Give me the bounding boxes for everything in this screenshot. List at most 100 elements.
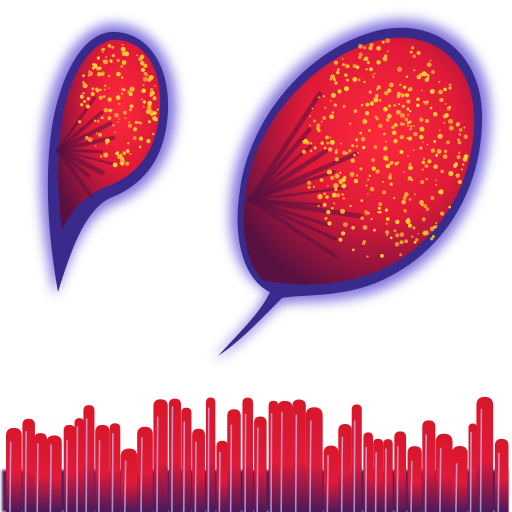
- large-petal-speckle: [404, 117, 409, 122]
- large-petal-speckle: [448, 171, 454, 177]
- grass-blade-highlight: [98, 440, 101, 512]
- large-petal-speckle: [376, 210, 380, 214]
- small-petal-speckle: [103, 84, 107, 88]
- large-petal-speckle: [358, 52, 363, 57]
- small-petal-speckle: [149, 94, 152, 97]
- large-petal-speckle: [446, 106, 451, 111]
- grass-blade: [120, 448, 138, 512]
- large-petal-speckle: [350, 158, 355, 163]
- large-petal-speckle: [416, 74, 422, 80]
- large-petal-speckle: [359, 167, 363, 170]
- small-petal-speckle: [125, 149, 130, 153]
- large-petal-speckle: [324, 106, 327, 109]
- large-petal-speckle: [339, 208, 346, 214]
- large-petal-speckle: [432, 111, 438, 117]
- large-petal-speckle: [341, 57, 344, 60]
- large-petal-speckle: [317, 129, 321, 133]
- large-petal-speckle: [366, 61, 370, 65]
- large-petal-speckle: [386, 113, 392, 119]
- small-petal-speckle: [87, 74, 90, 77]
- small-petal-speckle: [122, 88, 126, 92]
- large-petal-speckle: [435, 222, 438, 224]
- large-petal-speckle: [323, 146, 327, 150]
- large-petal-speckle: [429, 59, 432, 62]
- large-petal-speckle: [393, 229, 397, 233]
- large-petal-speckle: [349, 204, 352, 208]
- large-petal-speckle: [333, 202, 336, 205]
- large-petal-speckle: [371, 158, 375, 162]
- large-petal-speckle: [365, 212, 368, 216]
- grass-blade: [435, 433, 453, 512]
- small-petal-speckle: [107, 116, 112, 121]
- large-petal-speckle: [385, 163, 390, 169]
- large-petal-speckle: [363, 56, 369, 62]
- large-petal-speckle: [406, 107, 410, 111]
- small-petal-speckle: [128, 121, 130, 124]
- small-petal-speckle: [118, 154, 122, 157]
- small-petal-speckle: [128, 92, 133, 97]
- large-petal-speckle: [342, 150, 347, 155]
- small-petal-speckle: [121, 60, 127, 65]
- small-petal-speckle: [96, 120, 100, 123]
- large-petal-speckle: [303, 138, 308, 143]
- grass-blade: [181, 407, 192, 512]
- grass-blade-highlight: [309, 420, 312, 512]
- large-petal-streak: [248, 186, 348, 202]
- large-petal-speckle: [423, 203, 428, 209]
- large-petal-speckle: [399, 134, 404, 140]
- small-petal-speckle: [129, 152, 132, 156]
- large-petal-speckle: [375, 88, 379, 91]
- large-petal-speckle: [429, 89, 435, 94]
- large-petal-speckle: [401, 199, 406, 205]
- small-petal-speckle: [127, 142, 130, 145]
- small-petal-streaks: [55, 96, 116, 199]
- large-petal-speckle: [376, 60, 381, 65]
- large-petal-speckle: [356, 151, 360, 155]
- small-petal-speckle: [141, 88, 146, 94]
- large-petal-speckle: [403, 123, 405, 126]
- large-petal-speckle: [373, 145, 378, 149]
- large-petal-speckle: [416, 103, 420, 108]
- large-petal-speckle: [409, 50, 413, 54]
- large-petal-streak: [248, 169, 336, 202]
- small-petal-speckle: [138, 145, 142, 149]
- small-petal-streak: [56, 148, 103, 154]
- large-petal-speckle: [322, 116, 327, 120]
- large-petal-speckle: [434, 179, 437, 182]
- large-petal-speckle: [406, 113, 410, 117]
- large-petal-speckle: [362, 119, 368, 125]
- large-petal-speckle: [346, 65, 350, 68]
- small-petal-speckle: [98, 95, 103, 100]
- small-petal-speckle: [100, 155, 103, 158]
- large-petal-speckle: [306, 180, 312, 186]
- grass-blade-highlight: [124, 460, 127, 512]
- large-petal-speckle: [463, 126, 466, 129]
- small-petal-speckle: [134, 120, 138, 124]
- large-petal-speckle: [413, 240, 417, 244]
- large-petal-speckle: [391, 125, 395, 129]
- small-petal-speckle: [98, 132, 103, 137]
- large-petal-speckle: [308, 124, 311, 127]
- large-petal-speckle: [319, 178, 324, 183]
- small-petal-speckle: [105, 141, 109, 145]
- large-petal-speckle: [349, 122, 352, 125]
- large-petal-speckle: [446, 140, 450, 145]
- large-petal-speckle: [309, 149, 313, 153]
- large-petal-speckle: [417, 232, 420, 235]
- small-petal-speckle: [152, 132, 155, 136]
- large-petal-speckle: [455, 122, 460, 127]
- large-petal-speckle: [412, 149, 415, 152]
- large-petal-speckle: [400, 122, 404, 126]
- large-petal-speckle: [352, 64, 357, 68]
- large-petal-speckle: [422, 230, 428, 236]
- grass-blade-highlight: [353, 420, 356, 512]
- large-petal-speckle: [336, 71, 340, 75]
- small-petal-speckle: [143, 71, 148, 76]
- grass-blade: [168, 398, 181, 512]
- grass-blade: [422, 420, 436, 512]
- large-petal-speckle: [356, 174, 359, 177]
- large-petal-speckle: [393, 123, 398, 127]
- small-petal-speckle: [142, 100, 147, 104]
- large-petal-speckle: [410, 125, 413, 128]
- grass-blade-highlight: [326, 454, 329, 512]
